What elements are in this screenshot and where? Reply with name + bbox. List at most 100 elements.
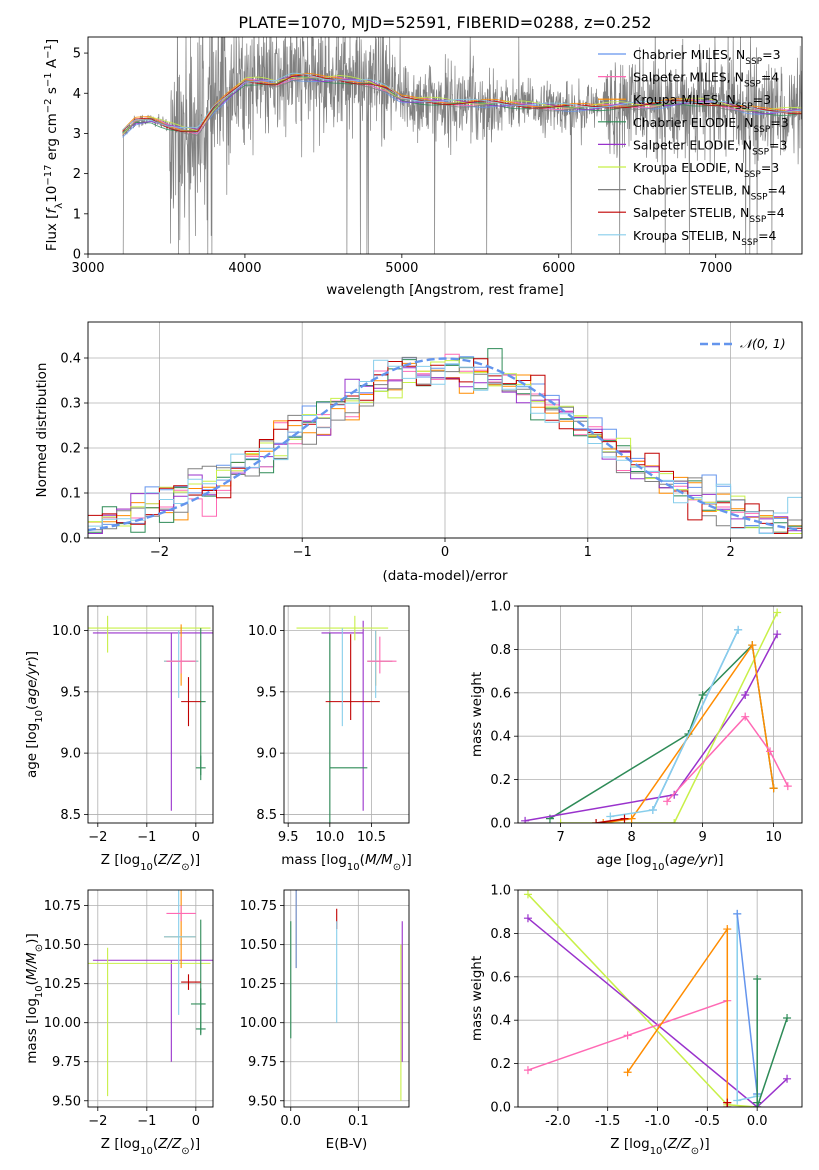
legend-sub: SSP (744, 170, 761, 180)
y-tick-label: 9.5 (60, 685, 81, 700)
legend-label: Kroupa MILES, NSSP=3 (633, 92, 771, 112)
data-point (329, 632, 368, 823)
model-line (122, 75, 802, 135)
data-point (190, 988, 206, 1036)
x-tick-label: −1 (293, 545, 312, 560)
series-marker (592, 819, 601, 823)
series-marker (741, 712, 750, 721)
legend-suffix: =3 (753, 92, 771, 107)
weight_vs_Z-plot (523, 890, 792, 1107)
data-point (166, 905, 196, 922)
y-axis-label-part: )] (24, 933, 40, 944)
legend-sub: SSP (736, 102, 753, 112)
legend-label: Salpeter STELIB, NSSP=4 (633, 205, 785, 225)
legend-label: Kroupa ELODIE, NSSP=3 (633, 160, 779, 180)
x-axis-label: wavelength [Angstrom, rest frame] (326, 282, 564, 298)
y-tick-label: 0.1 (60, 487, 81, 502)
series-marker (748, 641, 757, 650)
y-tick-label: 9.0 (256, 747, 277, 762)
y-axis-label-part: 10 (34, 985, 45, 998)
data-point (325, 634, 380, 721)
age_vs_mass-frame (283, 605, 410, 824)
legend-label: Chabrier ELODIE, NSSP=3 (633, 115, 789, 135)
y-axis-label-part: )] (24, 651, 40, 662)
mass_vs_ebv-axes: 0.0 0.1 9.50 9.75 10.00 10.25 10.50 10.75 E(B-V) (240, 889, 410, 1152)
data-point (92, 959, 213, 1062)
legend-suffix: =4 (768, 183, 786, 198)
age_vs_Z-frame (87, 605, 214, 824)
y-axis-label-part: mass [log (24, 998, 40, 1064)
x-tick-label: 7 (556, 830, 564, 845)
legend-name: Kroupa ELODIE, N (633, 160, 744, 175)
y-tick-label: 10.25 (44, 977, 81, 992)
y-axis-label-part: f (44, 207, 60, 214)
data-point (92, 632, 213, 811)
legend-suffix: =4 (758, 228, 776, 243)
x-tick-label: 5000 (385, 261, 418, 276)
x-tick-label: 3000 (71, 261, 104, 276)
y-axis-label: Normed distribution (34, 363, 50, 498)
series-marker (723, 1098, 732, 1107)
x-tick-label: −1 (137, 830, 156, 845)
series-marker (521, 816, 530, 823)
legend-sub: SSP (745, 57, 762, 67)
y-tick-label: 5 (73, 47, 81, 62)
x-axis-label-part: 10 (140, 1146, 153, 1157)
y-tick-label: 0.2 (490, 1057, 511, 1072)
y-tick-label: 0 (73, 248, 81, 263)
spectrum-plot (122, 37, 802, 254)
series-marker (670, 819, 679, 823)
histogram-step (88, 359, 802, 534)
legend-suffix: =3 (762, 47, 780, 62)
data-point (88, 947, 211, 1097)
weight_vs_Z-axes: -2.0 -1.5 -1.0 -0.5 0.0 0.0 0.2 0.4 0.6 0.8 1.0 Z [… (469, 884, 803, 1157)
series-marker (627, 814, 636, 823)
x-tick-label: 0 (441, 545, 449, 560)
x-tick-label: -1.5 (595, 1114, 620, 1129)
y-axis-label-part: −1 (43, 72, 54, 87)
y-axis-label-part: ] (44, 39, 60, 44)
x-tick-label: 0.0 (280, 1114, 301, 1129)
series-marker (599, 819, 608, 823)
x-axis-label-part: Z [log (610, 1136, 649, 1152)
legend-label: Salpeter MILES, NSSP=4 (633, 70, 779, 90)
y-tick-label: 0.4 (60, 352, 81, 367)
series-marker (623, 1031, 632, 1040)
x-axis-label-part: )] (190, 1136, 201, 1152)
x-tick-label: 10 (765, 830, 782, 845)
x-tick-label: 6000 (542, 261, 575, 276)
legend-label: Chabrier MILES, NSSP=3 (633, 47, 781, 67)
legend-name: Kroupa MILES, N (633, 92, 736, 107)
y-tick-label: 10.00 (44, 1016, 81, 1031)
series-marker (663, 797, 672, 806)
x-axis-label-part: ( (360, 852, 365, 868)
series-marker (733, 1096, 742, 1105)
spectrum-legend: Chabrier MILES, NSSP=3 Salpeter MILES, NS… (598, 47, 789, 248)
legend-sub: SSP (753, 125, 770, 135)
y-axis-label-part: ( (24, 980, 40, 985)
age_vs_mass-axes: 9.5 10.0 10.5 8.5 9.0 9.5 10.0 mass [log10(M/M⊙… (248, 605, 412, 873)
series-line (560, 612, 778, 823)
histogram-step (88, 360, 802, 534)
y-tick-label: 0.4 (490, 730, 511, 745)
y-tick-label: 9.0 (60, 747, 81, 762)
x-tick-label: -2.0 (545, 1114, 570, 1129)
y-tick-label: 8.5 (256, 808, 277, 823)
y-tick-label: 0.2 (60, 442, 81, 457)
weight_vs_age-plot (521, 608, 792, 823)
y-tick-label: 9.50 (52, 1094, 81, 1109)
y-tick-label: 8.5 (60, 808, 81, 823)
x-axis-label-part: )] (401, 852, 412, 868)
x-axis-label-part: 10 (652, 862, 665, 873)
series-marker (523, 914, 532, 923)
y-axis-label: mass weight (469, 956, 485, 1041)
legend-name: Salpeter STELIB, N (633, 205, 749, 220)
y-tick-label: 0.8 (490, 927, 511, 942)
y-tick-label: 0.6 (490, 970, 511, 985)
legend-suffix: =3 (770, 115, 788, 130)
x-axis-label-part: ( (664, 852, 669, 868)
x-axis-label-part: Z/Z (667, 1136, 692, 1152)
series-line (736, 913, 758, 1095)
mass_vs_Z-plot (88, 890, 213, 1097)
